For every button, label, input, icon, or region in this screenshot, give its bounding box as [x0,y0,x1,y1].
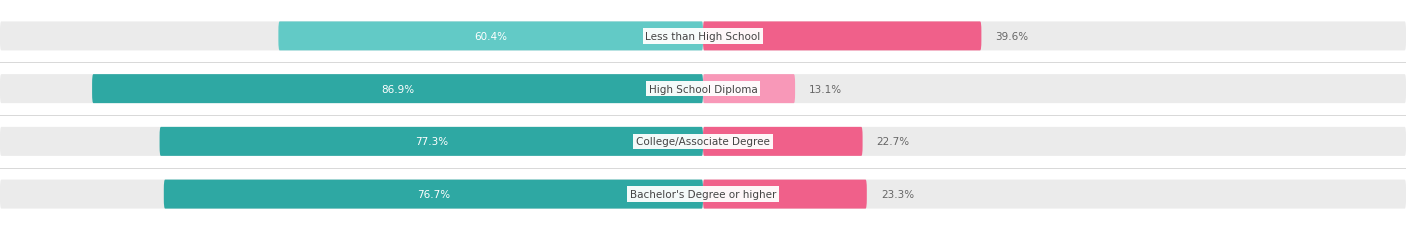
Text: 39.6%: 39.6% [995,32,1029,42]
FancyBboxPatch shape [278,22,703,51]
Text: 86.9%: 86.9% [381,84,415,94]
FancyBboxPatch shape [703,22,981,51]
Text: High School Diploma: High School Diploma [648,84,758,94]
Text: 23.3%: 23.3% [880,189,914,199]
FancyBboxPatch shape [91,75,703,104]
FancyBboxPatch shape [0,75,1406,104]
Text: 22.7%: 22.7% [877,137,910,147]
Text: College/Associate Degree: College/Associate Degree [636,137,770,147]
Text: Less than High School: Less than High School [645,32,761,42]
FancyBboxPatch shape [0,127,1406,156]
Text: 77.3%: 77.3% [415,137,449,147]
Text: 13.1%: 13.1% [810,84,842,94]
FancyBboxPatch shape [703,127,863,156]
FancyBboxPatch shape [0,22,1406,51]
Text: 60.4%: 60.4% [474,32,508,42]
Text: Bachelor's Degree or higher: Bachelor's Degree or higher [630,189,776,199]
FancyBboxPatch shape [703,75,796,104]
FancyBboxPatch shape [160,127,703,156]
Text: 76.7%: 76.7% [416,189,450,199]
FancyBboxPatch shape [163,180,703,209]
FancyBboxPatch shape [703,180,866,209]
FancyBboxPatch shape [0,180,1406,209]
